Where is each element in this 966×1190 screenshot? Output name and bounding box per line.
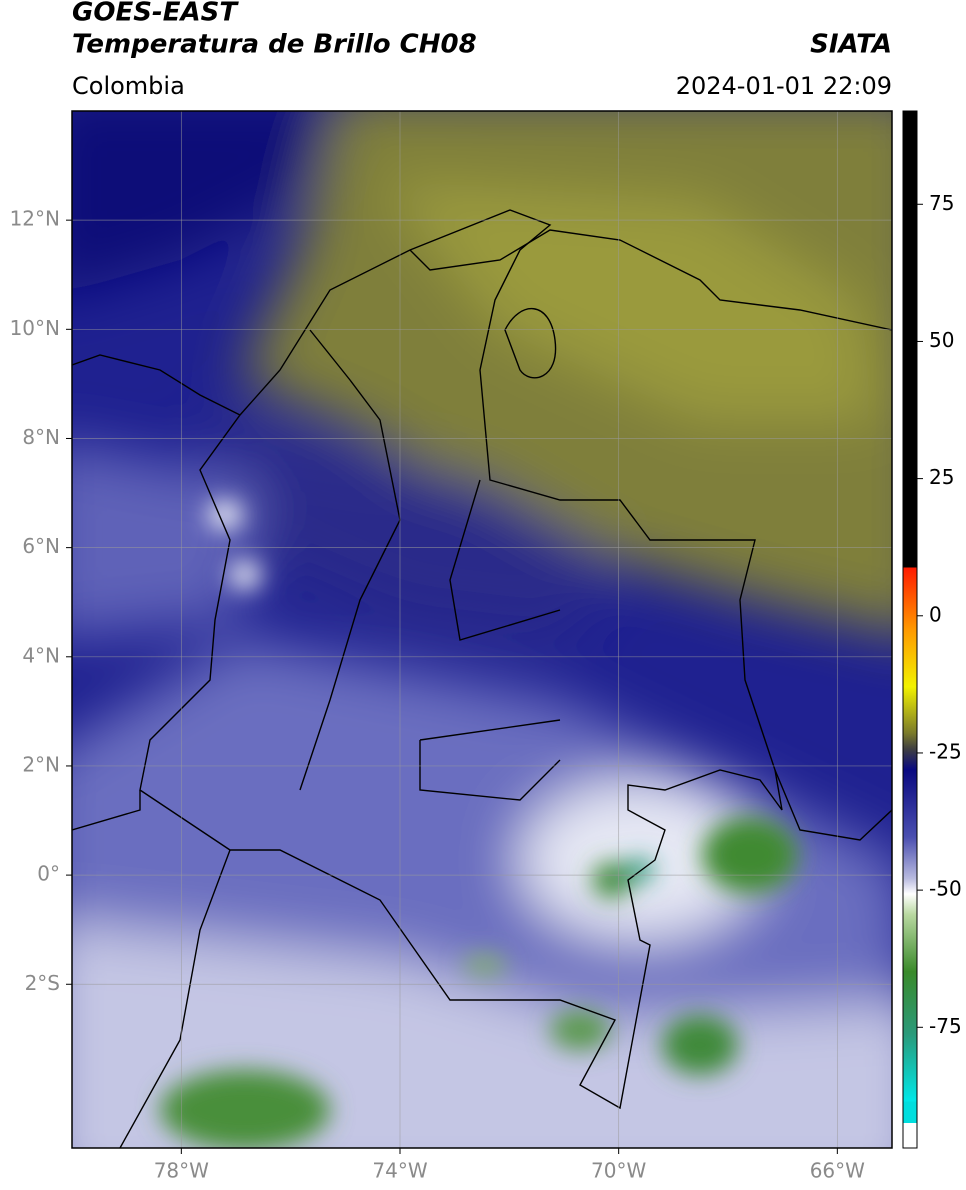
grid [72,111,892,1148]
y-tick-label: 10°N [10,316,60,340]
colorbar-tick-label: 75 [929,191,954,215]
y-tick-label: 8°N [22,425,60,449]
colorbar-tick-label: 0 [929,602,942,626]
title: GOES-EAST [72,0,239,28]
y-tick-label: 2°N [22,752,60,776]
colorbar-tick-label: -25 [929,739,962,763]
region: Colombia [72,72,185,100]
y-tick-label: 4°N [22,643,60,667]
datetime: 2024-01-01 22:09 [676,72,892,100]
x-tick-label: 66°W [810,1159,865,1183]
colorbar-tick-label: -75 [929,1014,962,1038]
colorbar-tick-label: 50 [929,328,954,352]
colorbar-tick-label: 25 [929,465,954,489]
x-tick-label: 74°W [372,1159,427,1183]
map-frame [71,110,893,1149]
satellite-image [72,111,892,1148]
colorbar-tick-label: -50 [929,877,962,901]
y-tick-label: 0° [37,862,60,886]
subtitle: Temperatura de Brillo CH08 [72,30,477,60]
y-tick-label: 2°S [25,971,60,995]
x-tick-label: 78°W [154,1159,209,1183]
y-tick-label: 12°N [10,207,60,231]
source: SIATA [810,30,892,60]
x-tick-label: 70°W [591,1159,646,1183]
colorbar [902,110,918,1149]
y-tick-label: 6°N [22,534,60,558]
